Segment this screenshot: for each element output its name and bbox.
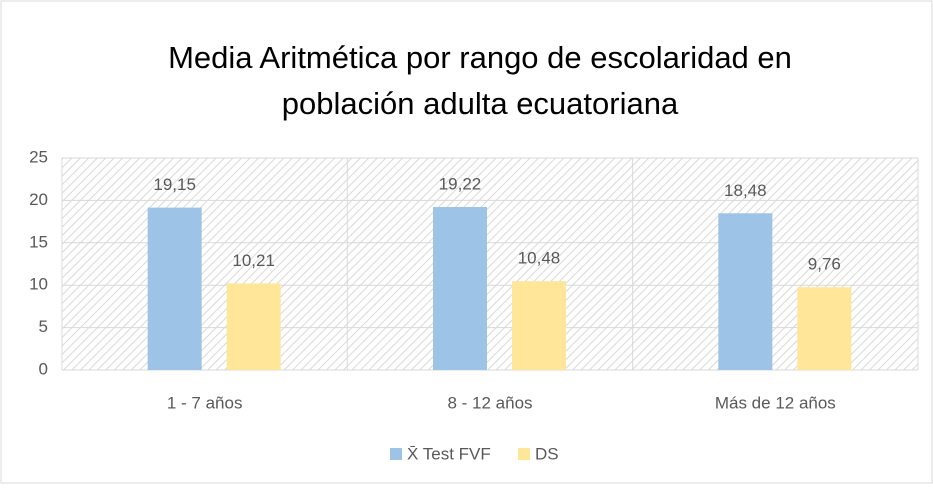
y-tick-label: 25: [29, 147, 48, 166]
data-label: 10,48: [518, 249, 561, 268]
data-label: 18,48: [724, 181, 767, 200]
y-tick-label: 0: [39, 359, 48, 378]
bar: [433, 207, 487, 370]
legend-swatch: [390, 448, 402, 460]
bar: [512, 281, 566, 370]
legend-label: DS: [535, 444, 559, 463]
y-tick-label: 5: [39, 317, 48, 336]
x-tick-label: 1 - 7 años: [167, 393, 243, 412]
x-tick-label: Más de 12 años: [715, 393, 836, 412]
data-label: 19,22: [439, 174, 482, 193]
bar: [226, 283, 281, 370]
bar: [147, 207, 202, 370]
y-tick-label: 10: [29, 275, 48, 294]
y-tick-label: 20: [29, 190, 48, 209]
bar: [797, 287, 852, 370]
chart-title: población adulta ecuatoriana: [282, 86, 679, 121]
data-label: 19,15: [153, 175, 196, 194]
y-tick-label: 15: [29, 232, 48, 251]
x-tick-label: 8 - 12 años: [447, 393, 532, 412]
legend-swatch: [518, 448, 530, 460]
data-label: 9,76: [808, 255, 841, 274]
chart-title: Media Aritmética por rango de escolarida…: [168, 40, 792, 75]
data-label: 10,21: [232, 251, 275, 270]
plot-area: [62, 158, 918, 370]
legend-label: X̄ Test FVF: [407, 444, 491, 463]
bar: [718, 213, 773, 370]
